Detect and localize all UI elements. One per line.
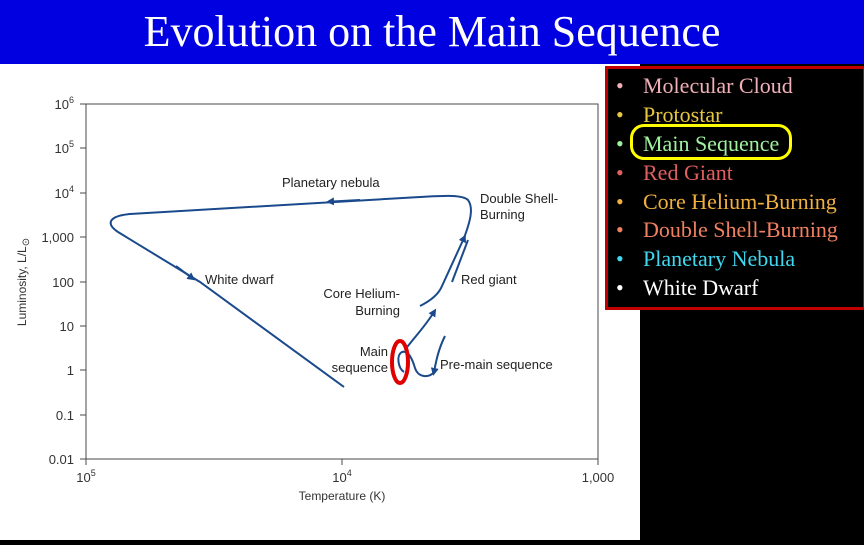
white-dwarf-arrow <box>175 265 196 281</box>
stage-label: Molecular Cloud <box>643 73 793 98</box>
label-main-sequence-2: sequence <box>332 360 388 375</box>
red-giant-branch <box>419 234 466 307</box>
y-axis-label: Luminosity, L/L⊙ <box>15 238 32 326</box>
stage-label: Double Shell-Burning <box>643 217 838 243</box>
stage-label: Main Sequence <box>643 130 780 156</box>
title-bar <box>0 0 864 64</box>
y-tick-label: 104 <box>55 184 74 201</box>
stage-label: Protostar <box>643 101 723 127</box>
y-tick-label: 105 <box>55 139 74 156</box>
stage-label: White Dwarf <box>643 275 759 301</box>
label-planetary-nebula: Planetary nebula <box>282 175 380 190</box>
planetary-nebula-white-dwarf-track <box>109 194 472 388</box>
y-tick-label: 1 <box>67 363 74 378</box>
stage-item-planetary-nebula: • Planetary Nebula <box>608 245 838 274</box>
bullet-icon: • <box>616 159 624 185</box>
stage-item-molecular-cloud: • Molecular Cloud <box>608 72 838 101</box>
y-tick-label: 0.1 <box>56 408 74 423</box>
x-tick-label: 104 <box>332 468 351 485</box>
y-tick-label: 100 <box>52 275 74 290</box>
planetary-nebula-arrow <box>326 197 361 206</box>
stage-item-protostar: • Protostar <box>608 101 838 130</box>
bullet-icon: • <box>616 275 624 301</box>
label-double-shell-1: Double Shell- <box>480 191 558 206</box>
label-white-dwarf: White dwarf <box>205 272 274 287</box>
y-tick-label: 0.01 <box>49 452 74 467</box>
core-helium-track <box>404 308 437 351</box>
label-pre-main-sequence: Pre-main sequence <box>440 357 553 372</box>
y-tick-label: 10 <box>60 319 74 334</box>
pre-main-sequence-track <box>430 335 446 376</box>
bullet-icon: • <box>616 130 624 156</box>
stage-item-double-shell-burning: • Double Shell-Burning <box>608 216 838 245</box>
stage-label: Planetary Nebula <box>643 246 796 272</box>
bullet-icon: • <box>616 217 624 243</box>
bullet-icon: • <box>616 246 624 272</box>
stage-item-white-dwarf: • White Dwarf <box>608 274 838 303</box>
x-axis-label: Temperature (K) <box>299 489 386 503</box>
x-tick-label: 1,000 <box>582 470 615 485</box>
y-axis-ticks <box>80 103 86 460</box>
stage-label: Red Giant <box>643 159 733 185</box>
evolution-track <box>109 194 472 388</box>
bullet-icon: • <box>616 73 624 98</box>
main-sequence-curl <box>397 350 435 378</box>
y-tick-label: 1,000 <box>41 230 74 245</box>
main-sequence-marker <box>390 339 410 385</box>
stage-item-main-sequence: • Main Sequence <box>608 130 838 159</box>
stage-list: • Molecular Cloud • Protostar • Main Sequen… <box>608 72 838 303</box>
stage-item-red-giant: • Red Giant <box>608 159 838 188</box>
red-giant-branch-parallel <box>451 239 469 283</box>
label-core-helium-2: Burning <box>355 303 400 318</box>
plot-frame <box>85 103 599 460</box>
bullet-icon: • <box>616 101 624 127</box>
main-sequence-highlight <box>630 124 792 160</box>
stage-item-core-helium-burning: • Core Helium-Burning <box>608 188 838 217</box>
bullet-icon: • <box>616 188 624 214</box>
label-core-helium-1: Core Helium- <box>323 286 400 301</box>
label-main-sequence-1: Main <box>360 344 388 359</box>
y-tick-label: 106 <box>55 95 74 112</box>
hr-diagram-panel: 106 105 104 1,000 100 10 1 0.1 0.01 105 … <box>0 64 640 540</box>
hr-diagram: 106 105 104 1,000 100 10 1 0.1 0.01 105 … <box>15 95 615 503</box>
x-tick-label: 105 <box>76 468 95 485</box>
label-double-shell-2: Burning <box>480 207 525 222</box>
stage-list-box: • Molecular Cloud • Protostar • Main Sequen… <box>605 66 864 310</box>
slide-title: Evolution on the Main Sequence <box>143 7 721 56</box>
label-red-giant: Red giant <box>461 272 517 287</box>
stage-label: Core Helium-Burning <box>643 188 837 214</box>
